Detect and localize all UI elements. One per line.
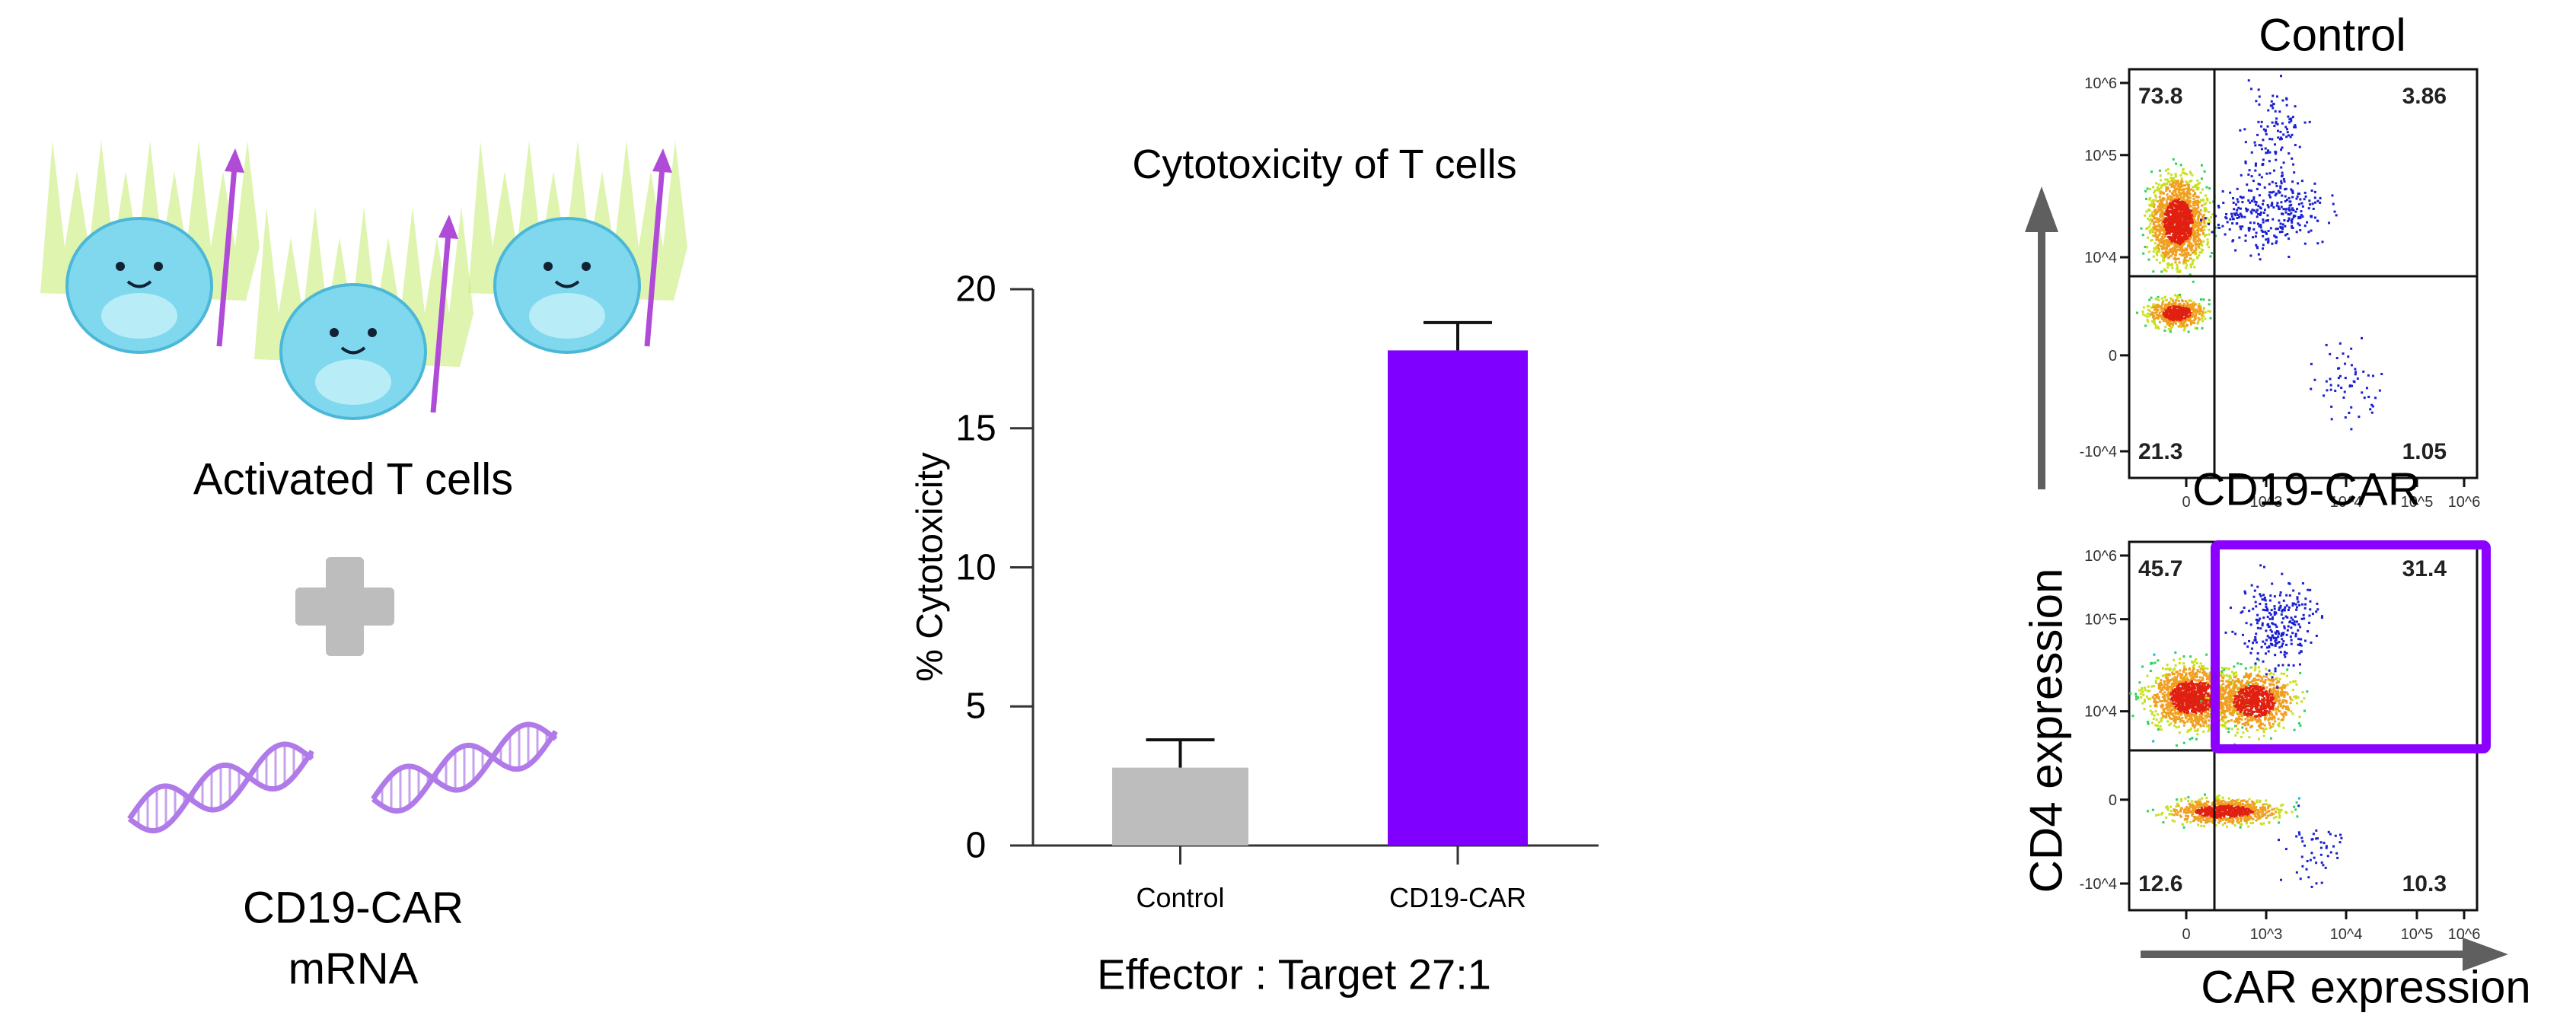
control-plot-title: Control — [2259, 9, 2406, 61]
plot-frame — [2128, 68, 2479, 479]
mrna-label-line1: CD19-CAR — [242, 883, 464, 933]
x-tick-label: 0 — [2182, 494, 2190, 511]
y-tick-label: 10^5 — [2084, 148, 2117, 164]
y-tick-label: -10^4 — [2080, 876, 2117, 893]
y-tick-label: -10^4 — [2080, 444, 2117, 460]
quadrant-upper-left-value: 73.8 — [2138, 84, 2182, 109]
quadrant-upper-right-value: 3.86 — [2402, 84, 2447, 109]
x-tick-label: 10^5 — [2401, 494, 2434, 511]
t-cell-illustration — [40, 141, 687, 834]
y-tick-label: 15 — [955, 408, 996, 449]
y-tick-label: 0 — [2109, 792, 2117, 809]
x-tick-label: 10^3 — [2250, 494, 2283, 511]
bar-control — [1112, 767, 1248, 846]
y-tick-label: 10 — [955, 547, 996, 588]
x-tick-label: 10^6 — [2448, 494, 2481, 511]
t-cell-icon — [254, 207, 473, 420]
y-tick-label: 0 — [965, 825, 987, 866]
y-tick-label: 5 — [965, 686, 987, 727]
x-tick-label: Control — [1136, 882, 1225, 913]
spear-icon — [430, 233, 451, 413]
y-tick-label: 10^6 — [2084, 75, 2117, 92]
mrna-helix-icon — [127, 741, 314, 834]
x-tick-label: 10^3 — [2250, 926, 2283, 943]
y-tick-label: 0 — [2109, 348, 2117, 365]
mrna-label-line2: mRNA — [288, 944, 419, 994]
y-tick-label: 10^6 — [2084, 548, 2117, 565]
car-positive-gate — [2211, 540, 2491, 753]
chart-x-label: Effector : Target 27:1 — [1097, 950, 1491, 998]
car-flow-plot: 45.7 31.4 12.6 10.3 10^6 10^5 10^4 0 -10^4 0 10^3 1… — [2080, 540, 2481, 943]
x-tick-label: 10^6 — [2448, 926, 2481, 943]
y-tick-label: 20 — [955, 269, 996, 310]
x-tick-label: 10^5 — [2401, 926, 2434, 943]
bar-cd19-car — [1388, 350, 1528, 846]
spear-icon — [216, 167, 238, 347]
control-flow-plot: 73.8 3.86 21.3 1.05 10^6 10^5 10^4 0 -10^4 0 10^3 1… — [2080, 68, 2481, 511]
y-tick-label: 10^4 — [2084, 250, 2117, 266]
plus-icon — [295, 557, 394, 656]
control-plot-x-label: CD19-CAR — [2192, 463, 2421, 515]
spear-icon — [644, 167, 665, 347]
t-cell-icon — [40, 141, 260, 354]
y-tick-label: 10^5 — [2084, 612, 2117, 629]
x-tick-label: 10^4 — [2330, 494, 2363, 511]
quadrant-upper-right-value: 31.4 — [2402, 556, 2447, 581]
cd4-expression-label: CD4 expression — [2020, 568, 2072, 893]
quadrant-lower-right-value: 10.3 — [2402, 871, 2447, 896]
x-tick-label: 10^4 — [2330, 926, 2363, 943]
quadrant-upper-left-value: 45.7 — [2138, 556, 2182, 581]
y-tick-label: 10^4 — [2084, 704, 2117, 721]
activated-t-cells-label: Activated T cells — [193, 454, 514, 505]
t-cell-icon — [468, 141, 687, 354]
plot-frame — [2128, 540, 2479, 912]
mrna-helix-icon — [371, 721, 558, 814]
quadrant-lower-left-value: 21.3 — [2138, 439, 2182, 464]
x-tick-label: 0 — [2182, 926, 2190, 943]
chart-title: Cytotoxicity of T cells — [1132, 142, 1517, 187]
quadrant-lower-right-value: 1.05 — [2402, 439, 2447, 464]
quadrant-lower-left-value: 12.6 — [2138, 871, 2182, 896]
car-expression-label: CAR expression — [2201, 961, 2531, 1013]
x-tick-label: CD19-CAR — [1388, 882, 1527, 913]
